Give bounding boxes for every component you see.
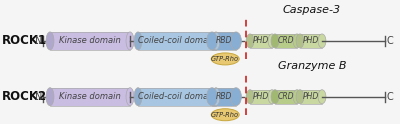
Text: ROCK1: ROCK1 — [2, 34, 47, 47]
Ellipse shape — [271, 90, 279, 104]
Bar — [250, 34, 272, 48]
Ellipse shape — [212, 88, 220, 106]
Ellipse shape — [46, 32, 54, 50]
Text: CRD: CRD — [278, 92, 294, 101]
Ellipse shape — [246, 90, 254, 104]
Bar — [275, 34, 297, 48]
Text: RBD: RBD — [216, 36, 232, 45]
Text: Caspase-3: Caspase-3 — [283, 5, 341, 15]
Ellipse shape — [46, 88, 54, 106]
Ellipse shape — [230, 88, 242, 106]
Bar — [300, 34, 322, 48]
Ellipse shape — [211, 109, 239, 121]
Ellipse shape — [268, 34, 276, 48]
Bar — [138, 32, 216, 50]
Text: Kinase domain: Kinase domain — [59, 92, 121, 101]
Bar — [250, 90, 272, 104]
Text: GTP-Rho: GTP-Rho — [211, 112, 239, 118]
Text: RBD: RBD — [216, 92, 232, 101]
Ellipse shape — [271, 34, 279, 48]
Text: C: C — [386, 36, 393, 46]
Text: Coiled-coil domain: Coiled-coil domain — [138, 36, 216, 45]
Bar — [50, 88, 130, 106]
Text: C: C — [386, 92, 393, 102]
Bar — [275, 90, 297, 104]
Text: CRD: CRD — [278, 36, 294, 45]
Ellipse shape — [246, 34, 254, 48]
Text: Coiled-coil domain: Coiled-coil domain — [138, 92, 216, 101]
Text: GTP-Rho: GTP-Rho — [211, 56, 239, 62]
Ellipse shape — [318, 90, 326, 104]
Ellipse shape — [211, 53, 239, 65]
Ellipse shape — [268, 90, 276, 104]
Bar — [212, 88, 236, 106]
Ellipse shape — [212, 32, 220, 50]
Text: PHD: PHD — [303, 36, 319, 45]
Text: N: N — [35, 36, 43, 46]
Ellipse shape — [126, 88, 134, 106]
Bar — [300, 90, 322, 104]
Bar — [138, 88, 216, 106]
Ellipse shape — [296, 90, 304, 104]
Ellipse shape — [293, 34, 301, 48]
Text: N: N — [35, 92, 43, 102]
Text: Granzyme B: Granzyme B — [278, 61, 346, 71]
Ellipse shape — [230, 32, 242, 50]
Ellipse shape — [296, 34, 304, 48]
Text: PHD: PHD — [303, 92, 319, 101]
Text: PHD: PHD — [253, 36, 269, 45]
Ellipse shape — [126, 32, 134, 50]
Ellipse shape — [293, 90, 301, 104]
Text: Kinase domain: Kinase domain — [59, 36, 121, 45]
Text: ROCK2: ROCK2 — [2, 90, 47, 103]
Ellipse shape — [206, 88, 218, 106]
Ellipse shape — [134, 32, 142, 50]
Ellipse shape — [134, 88, 142, 106]
Text: PHD: PHD — [253, 92, 269, 101]
Ellipse shape — [318, 34, 326, 48]
Bar — [212, 32, 236, 50]
Ellipse shape — [206, 32, 218, 50]
Bar — [50, 32, 130, 50]
